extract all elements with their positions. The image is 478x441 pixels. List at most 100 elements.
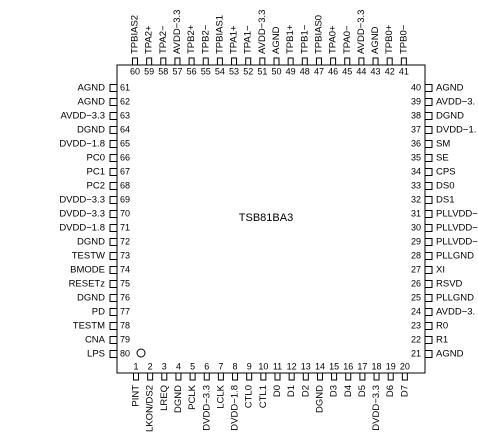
- pin-number: 78: [120, 320, 130, 330]
- pin-name: R0: [436, 321, 448, 332]
- pin-name: TPB2−: [200, 24, 211, 54]
- pin-name: TPB2+: [186, 24, 197, 54]
- pin-number: 63: [120, 110, 130, 120]
- pin-number: 38: [411, 110, 421, 120]
- pin-stub: [245, 57, 252, 66]
- pin-name: DVDD−3.3: [371, 385, 382, 431]
- pin-name: TPA0+: [328, 25, 339, 54]
- pin-stub: [424, 308, 433, 316]
- pin-number: 29: [411, 236, 421, 246]
- pin-number: 64: [120, 124, 130, 134]
- pin-name: AVDD−3.3: [61, 111, 105, 122]
- pin-number: 60: [130, 66, 140, 76]
- pin-name: DS0: [436, 181, 454, 192]
- pin-number: 51: [257, 66, 267, 76]
- pin-number: 50: [271, 66, 281, 76]
- pin-number: 35: [411, 152, 421, 162]
- pin-name: AGND: [78, 83, 106, 94]
- pin-stub: [424, 84, 433, 92]
- pin-number: 27: [411, 264, 421, 274]
- pin-name: AVDD−3.: [436, 307, 475, 318]
- pin-stub: [109, 322, 118, 330]
- pin-name: RESETz: [69, 279, 106, 290]
- pin-number: 58: [158, 66, 168, 76]
- pin-number: 66: [120, 152, 130, 162]
- pin-name: AGND: [271, 26, 282, 54]
- pin-name: TPA2+: [144, 25, 155, 54]
- pin-stub: [109, 84, 118, 92]
- pin-number: 56: [187, 66, 197, 76]
- pin-number: 62: [120, 96, 130, 106]
- pin-name: BMODE: [70, 265, 105, 276]
- pin-number: 37: [411, 124, 421, 134]
- pin-number: 59: [144, 66, 154, 76]
- pin-stub: [359, 372, 366, 381]
- pin-stub: [109, 182, 118, 190]
- pin-name: DVDD−3.3: [201, 385, 212, 431]
- pin-stub: [109, 196, 118, 204]
- pin-number: 9: [247, 361, 252, 371]
- pin-name: DGND: [173, 385, 184, 413]
- pin-name: TPBIAS2: [130, 15, 141, 54]
- pin-stub: [424, 98, 433, 106]
- pin-name: D2: [300, 385, 311, 397]
- pin-stub: [424, 336, 433, 344]
- pin-name: PD: [92, 307, 105, 318]
- pin-name: DVDD−1.: [436, 125, 476, 136]
- pin-name: RSVD: [436, 279, 463, 290]
- pin-stub: [202, 57, 209, 66]
- pin-stub: [287, 57, 294, 66]
- pin-number: 30: [411, 222, 421, 232]
- pin-number: 79: [120, 334, 130, 344]
- pin-name: D6: [385, 385, 396, 397]
- pin-number: 53: [229, 66, 239, 76]
- pin-stub: [344, 57, 351, 66]
- pin-name: PLLVDD−: [436, 237, 478, 248]
- pin-number: 55: [201, 66, 211, 76]
- pin-number: 40: [411, 82, 421, 92]
- pin-number: 16: [343, 361, 353, 371]
- pin-name: TPA1−: [243, 25, 254, 54]
- pin-stub: [109, 210, 118, 218]
- pin-stub: [424, 238, 433, 246]
- pin-stub: [424, 294, 433, 302]
- pin-number: 45: [342, 66, 352, 76]
- pin-name: CTL1: [258, 385, 269, 408]
- pin-name: AGND: [436, 83, 464, 94]
- pin-stub: [302, 372, 309, 381]
- pin-name: PLLGND: [436, 293, 474, 304]
- pin-number: 13: [301, 361, 311, 371]
- pin-name: PC2: [87, 181, 105, 192]
- pin-stub: [288, 372, 295, 381]
- pin-stub: [109, 336, 118, 344]
- pin-name: DVDD−1.8: [59, 223, 105, 234]
- pin-name: CTL0: [244, 385, 255, 408]
- pin-number: 44: [356, 66, 366, 76]
- chip-body: [116, 64, 426, 374]
- pin-stub: [315, 57, 322, 66]
- pin-number: 33: [411, 180, 421, 190]
- pin-name: AVDD−3.: [436, 97, 475, 108]
- pin-name: D4: [343, 385, 354, 397]
- pin-stub: [424, 224, 433, 232]
- pin-stub: [401, 372, 408, 381]
- pin-stub: [109, 266, 118, 274]
- pin-name: DGND: [77, 237, 105, 248]
- pin-stub: [386, 57, 393, 66]
- pin-number: 7: [218, 361, 223, 371]
- pin-number: 42: [385, 66, 395, 76]
- pin-name: TPBIAS1: [214, 15, 225, 54]
- pin-stub: [358, 57, 365, 66]
- pin-number: 5: [190, 361, 195, 371]
- pin-name: PCLK: [187, 384, 198, 409]
- pin-number: 18: [372, 361, 382, 371]
- pin-stub: [161, 372, 168, 381]
- pin-number: 54: [215, 66, 225, 76]
- pin-number: 69: [120, 194, 130, 204]
- pin-stub: [316, 372, 323, 381]
- pin-name: AGND: [436, 349, 464, 360]
- pin-name: DGND: [77, 293, 105, 304]
- pin-stub: [424, 112, 433, 120]
- chip-label: TSB81BA3: [239, 212, 293, 224]
- pin-number: 39: [411, 96, 421, 106]
